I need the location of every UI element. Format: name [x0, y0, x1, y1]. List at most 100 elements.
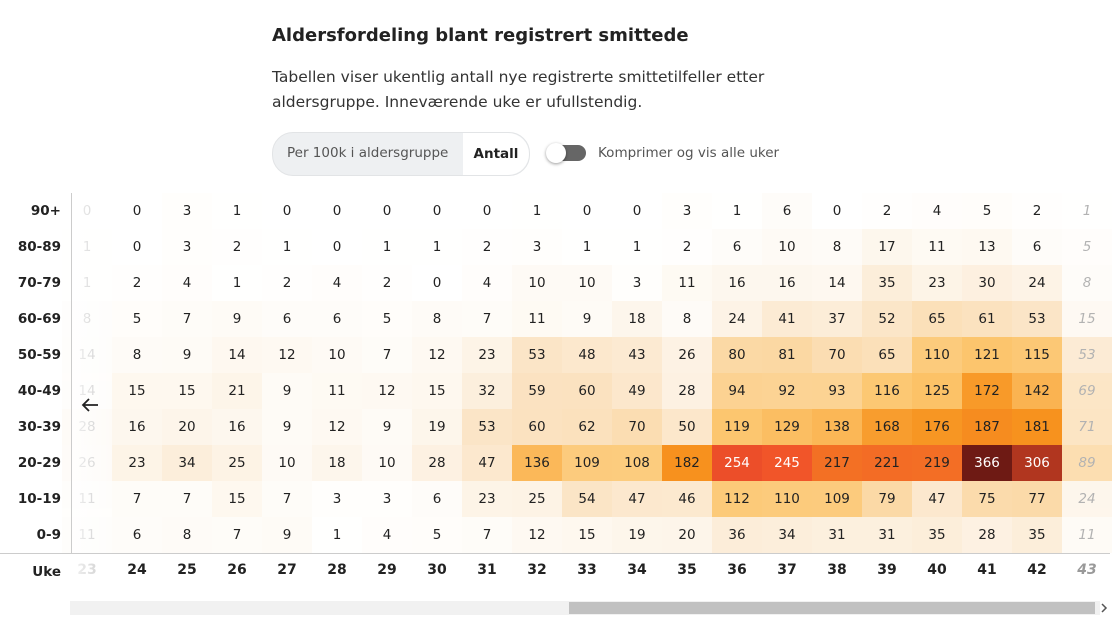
- heatmap-cell: 1: [262, 229, 312, 265]
- heatmap-cell: 10: [362, 445, 412, 481]
- heatmap-cell: 89: [1062, 445, 1112, 481]
- week-label: 43: [1077, 562, 1097, 578]
- option-per-100k[interactable]: Per 100k i aldersgruppe: [287, 145, 449, 161]
- heatmap-cell: 219: [912, 445, 962, 481]
- heatmap-cell: 6: [1012, 229, 1062, 265]
- heatmap-cell: 2: [112, 265, 162, 301]
- heatmap-cell: 71: [1062, 409, 1112, 445]
- week-label: 28: [327, 562, 347, 578]
- heatmap-cell: 4: [312, 265, 362, 301]
- heatmap-cell: 142: [1012, 373, 1062, 409]
- heatmap-cell: 10: [512, 265, 562, 301]
- heatmap-cell: 28: [962, 517, 1012, 553]
- week-label: 33: [577, 562, 597, 578]
- heatmap-cell: 26: [62, 445, 112, 481]
- heatmap-cell: 5: [1062, 229, 1112, 265]
- heatmap-cell: 7: [462, 301, 512, 337]
- heatmap-cell: 94: [712, 373, 762, 409]
- toggle-label[interactable]: Komprimer og vis alle uker: [598, 145, 780, 161]
- heatmap-cell: 16: [762, 265, 812, 301]
- heatmap-cell: 10: [262, 445, 312, 481]
- heatmap-cell: 50: [662, 409, 712, 445]
- heatmap-cell: 16: [212, 409, 262, 445]
- row-label-divider: [71, 193, 72, 553]
- heatmap-cell: 41: [762, 301, 812, 337]
- heatmap-cell: 4: [912, 193, 962, 229]
- scrollbar-thumb[interactable]: [569, 602, 1095, 614]
- heatmap-cell: 109: [812, 481, 862, 517]
- heatmap-cell: 7: [212, 517, 262, 553]
- heatmap-cell: 4: [462, 265, 512, 301]
- heatmap-cell: 8: [162, 517, 212, 553]
- heatmap-cell: 10: [312, 337, 362, 373]
- heatmap-cell: 1: [362, 229, 412, 265]
- heatmap-cell: 34: [162, 445, 212, 481]
- week-axis-label: Uke: [32, 564, 61, 580]
- heatmap-cell: 35: [862, 265, 912, 301]
- heatmap-cell: 16: [712, 265, 762, 301]
- heatmap-cell: 53: [1062, 337, 1112, 373]
- scrollbar-arrow[interactable]: [1098, 602, 1110, 614]
- heatmap-cell: 47: [912, 481, 962, 517]
- heatmap-cell: 60: [512, 409, 562, 445]
- heatmap-cell: 1: [312, 517, 362, 553]
- heatmap-cell: 0: [612, 193, 662, 229]
- heatmap-cell: 0: [312, 229, 362, 265]
- heatmap-cell: 1: [412, 229, 462, 265]
- heatmap-cell: 93: [812, 373, 862, 409]
- heatmap-cell: 110: [912, 337, 962, 373]
- row-label: 70-79: [17, 275, 61, 291]
- heatmap-cell: 9: [212, 301, 262, 337]
- toggle-switch[interactable]: [546, 143, 586, 163]
- description: Tabellen viser ukentlig antall nye regis…: [272, 68, 765, 111]
- heatmap-cell: 136: [512, 445, 562, 481]
- heatmap-cell: 112: [712, 481, 762, 517]
- heatmap-cell: 168: [862, 409, 912, 445]
- heatmap-cell: 2: [212, 229, 262, 265]
- heatmap-cell: 1: [62, 265, 112, 301]
- heatmap-cell: 3: [662, 193, 712, 229]
- heatmap-cell: 15: [212, 481, 262, 517]
- toggle-knob: [546, 143, 566, 163]
- week-label: 34: [627, 562, 647, 578]
- scroll-left-arrow[interactable]: [80, 395, 100, 415]
- heatmap-cell: 6: [312, 301, 362, 337]
- heatmap-cell: 9: [362, 409, 412, 445]
- heatmap-cell: 7: [112, 481, 162, 517]
- heatmap-cell: 2: [662, 229, 712, 265]
- heatmap-cell: 13: [962, 229, 1012, 265]
- heatmap-cell: 47: [462, 445, 512, 481]
- week-label: 36: [727, 562, 747, 578]
- row-label: 20-29: [17, 455, 61, 471]
- heatmap-cell: 11: [62, 481, 112, 517]
- heatmap-cell: 6: [712, 229, 762, 265]
- heatmap-cell: 9: [262, 517, 312, 553]
- week-label: 24: [127, 562, 147, 578]
- heatmap-cell: 81: [762, 337, 812, 373]
- heatmap-cell: 20: [162, 409, 212, 445]
- heatmap-cell: 1: [712, 193, 762, 229]
- heatmap-cell: 19: [412, 409, 462, 445]
- option-antall[interactable]: Antall: [463, 133, 529, 175]
- heatmap-cell: 176: [912, 409, 962, 445]
- heatmap-cell: 0: [362, 193, 412, 229]
- heatmap-cell: 116: [862, 373, 912, 409]
- heatmap-cell: 172: [962, 373, 1012, 409]
- heatmap-cell: 2: [1012, 193, 1062, 229]
- heatmap-cell: 23: [462, 481, 512, 517]
- heatmap-cell: 11: [1062, 517, 1112, 553]
- heatmap-cell: 5: [962, 193, 1012, 229]
- heatmap-cell: 6: [262, 301, 312, 337]
- heatmap-cell: 3: [612, 265, 662, 301]
- heatmap-cell: 19: [612, 517, 662, 553]
- week-label: 41: [977, 562, 997, 578]
- week-label: 39: [877, 562, 897, 578]
- heatmap-cell: 24: [712, 301, 762, 337]
- heatmap-cell: 10: [762, 229, 812, 265]
- heatmap-cell: 21: [212, 373, 262, 409]
- heatmap-cell: 20: [662, 517, 712, 553]
- heatmap-cell: 6: [762, 193, 812, 229]
- heatmap-cell: 11: [312, 373, 362, 409]
